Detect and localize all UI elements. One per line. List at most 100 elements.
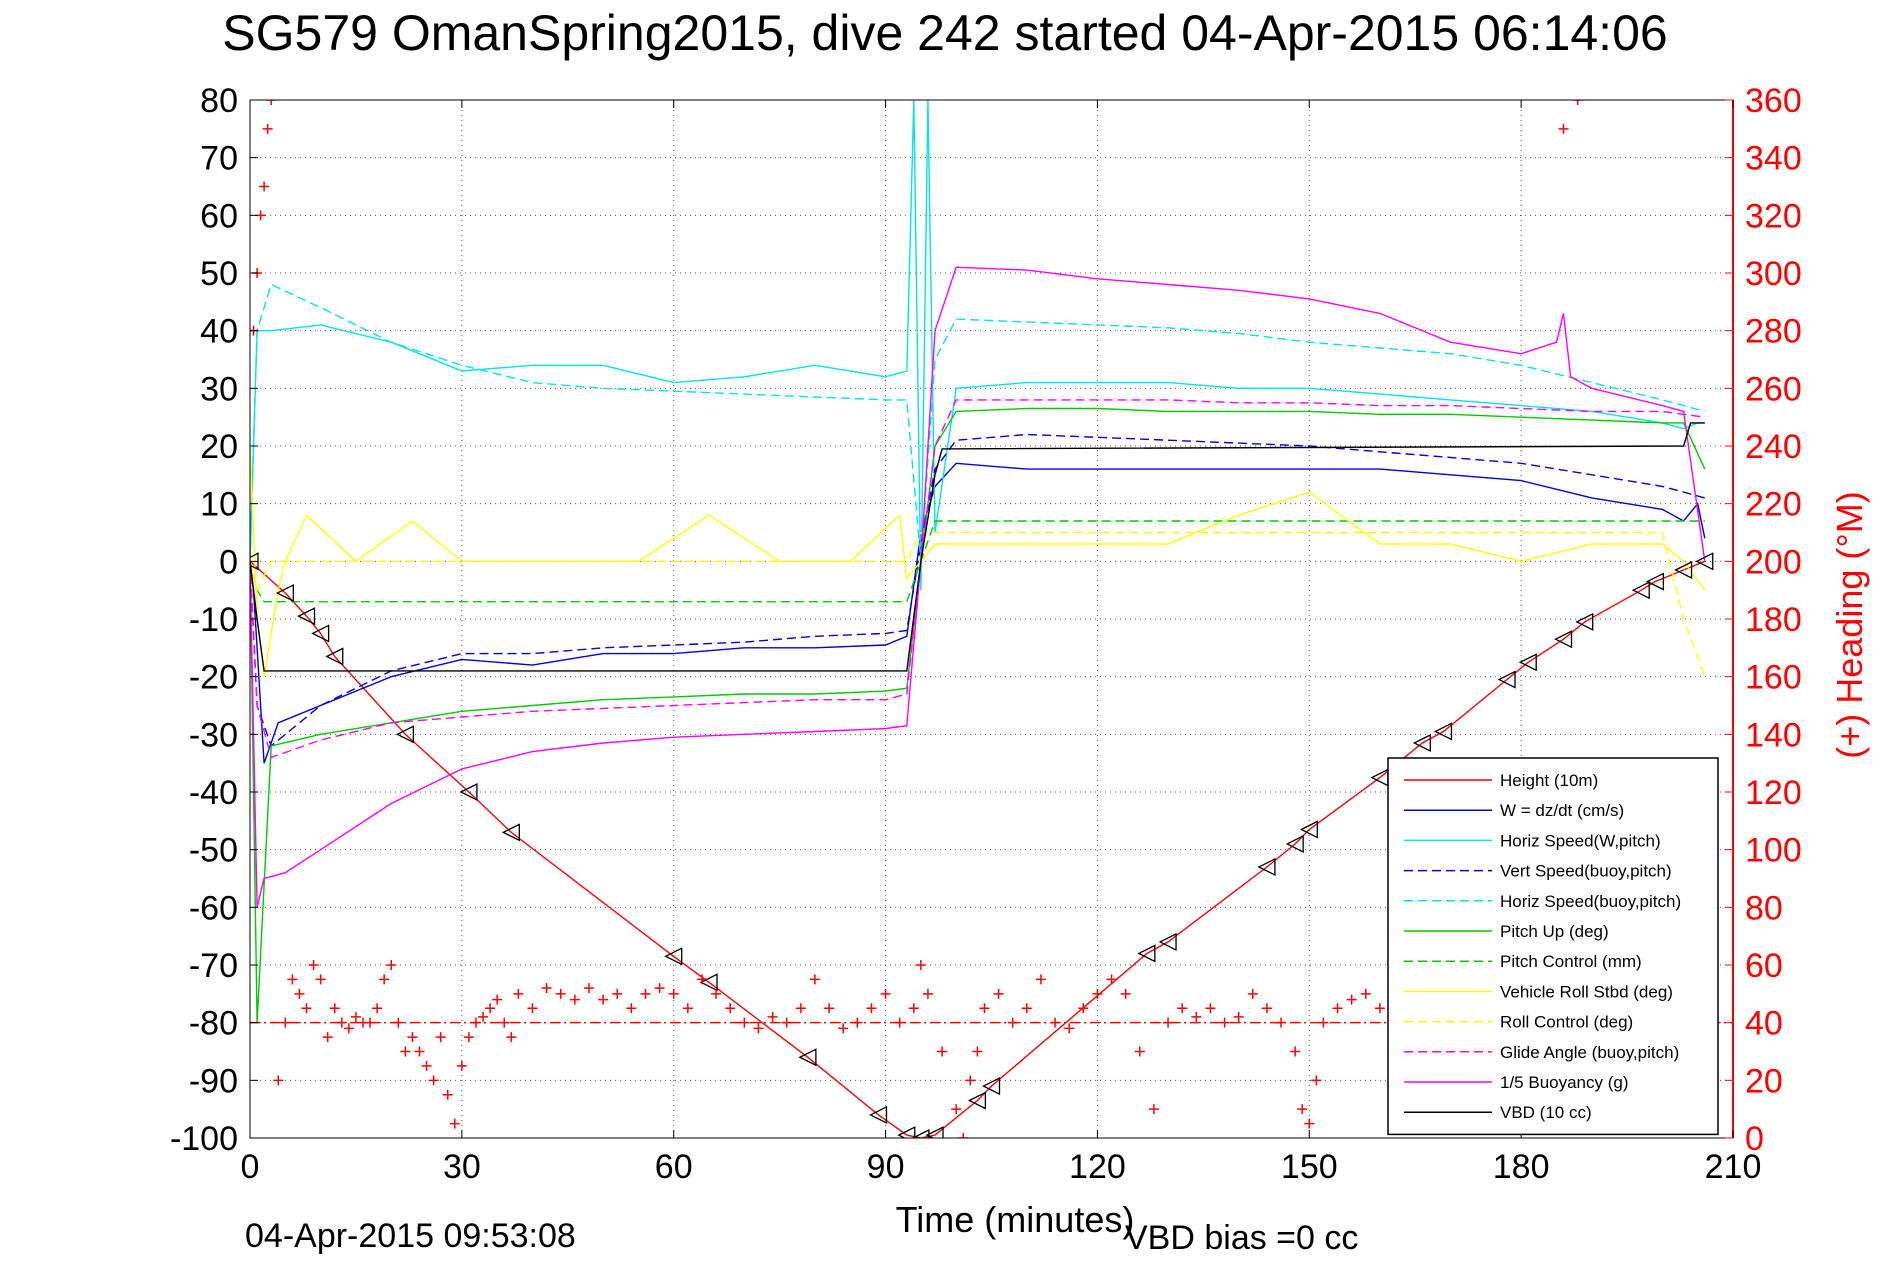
heading-point — [294, 988, 305, 999]
heading-point — [329, 1003, 340, 1014]
height-point — [1434, 722, 1453, 741]
y2-tick-label: 220 — [1745, 486, 1802, 524]
height-point — [311, 624, 330, 643]
legend-label: Height (10m) — [1500, 771, 1598, 790]
y-tick-label: 80 — [200, 82, 238, 120]
heading-point — [696, 974, 707, 985]
heading-point — [1304, 1118, 1315, 1129]
heading-point — [343, 1023, 354, 1034]
heading-point — [1007, 1017, 1018, 1028]
heading-point — [1050, 1017, 1061, 1028]
x-tick-label: 90 — [867, 1148, 905, 1186]
heading-point — [287, 974, 298, 985]
x-tick-label: 120 — [1069, 1148, 1126, 1186]
y-tick-label: 10 — [200, 486, 238, 524]
height-point — [1645, 572, 1664, 591]
heading-point — [1035, 974, 1046, 985]
y-tick-label: 20 — [200, 428, 238, 466]
x-tick-label: 0 — [241, 1148, 260, 1186]
legend-label: W = dz/dt (cm/s) — [1500, 801, 1624, 820]
heading-point — [654, 983, 665, 994]
series-line-9 — [250, 399, 1705, 759]
heading-point — [781, 1017, 792, 1028]
heading-point — [739, 1017, 750, 1028]
height-point — [1299, 820, 1318, 839]
heading-point — [1276, 1017, 1287, 1028]
y2-tick-label: 160 — [1745, 659, 1802, 697]
heading-point — [1247, 988, 1258, 999]
y2-tick-label: 280 — [1745, 313, 1802, 351]
x-axis-label: Time (minutes) — [896, 1199, 1135, 1240]
heading-point — [372, 1003, 383, 1014]
legend-label: VBD (10 cc) — [1500, 1103, 1592, 1122]
y2-tick-label: 20 — [1745, 1062, 1783, 1100]
height-point — [911, 1128, 930, 1138]
y-tick-label: -30 — [189, 716, 238, 754]
series-line-11 — [250, 422, 1705, 672]
heading-point — [513, 988, 524, 999]
heading-point — [958, 1133, 969, 1138]
heading-point — [682, 1003, 693, 1014]
heading-point — [1078, 1003, 1089, 1014]
heading-point — [626, 1003, 637, 1014]
tick-layer: 0 30 60 90 120 150 180 21080706050403020100-10-… — [170, 82, 1802, 1186]
series-line-0 — [250, 560, 1706, 1138]
height-point — [699, 973, 718, 992]
heading-point — [442, 1089, 453, 1100]
x-tick-label: 60 — [655, 1148, 693, 1186]
heading-point — [428, 1075, 439, 1086]
height-point — [1674, 560, 1693, 580]
heading-point — [880, 988, 891, 999]
y-tick-label: 30 — [200, 370, 238, 408]
height-point — [1158, 932, 1177, 951]
heading-point — [972, 1046, 983, 1057]
height-point — [297, 607, 316, 626]
heading-point — [979, 1003, 990, 1014]
height-point — [1285, 834, 1304, 853]
y2-tick-label: 60 — [1745, 947, 1783, 985]
series-line-7 — [250, 445, 1706, 677]
y2-tick-label: 100 — [1745, 832, 1802, 870]
x-tick-label: 150 — [1281, 1148, 1338, 1186]
height-point — [1497, 670, 1516, 689]
y2-tick-label: 360 — [1745, 82, 1802, 120]
y-tick-label: 60 — [200, 197, 238, 235]
heading-point — [1205, 1003, 1216, 1014]
heading-point — [379, 974, 390, 985]
heading-point — [753, 1023, 764, 1034]
y2-tick-label: 80 — [1745, 889, 1783, 927]
legend: Height (10m) W = dz/dt (cm/s) Horiz Speed(… — [1387, 757, 1719, 1136]
footer-timestamp: 04-Apr-2015 09:53:08 — [245, 1217, 576, 1255]
heading-point — [993, 988, 1004, 999]
series-line-10 — [250, 266, 1706, 908]
heading-point — [400, 1046, 411, 1057]
series-layer — [250, 100, 1733, 1138]
legend-label: Glide Angle (buoy,pitch) — [1500, 1043, 1679, 1062]
heading-point — [259, 181, 270, 192]
series-line-1 — [250, 462, 1706, 764]
height-point — [1137, 944, 1156, 963]
x-tick-label: 180 — [1493, 1148, 1550, 1186]
heading-point — [668, 988, 679, 999]
y2-tick-label: 320 — [1745, 197, 1802, 235]
height-point — [275, 583, 294, 603]
heading-point — [866, 1003, 877, 1014]
heading-point — [280, 1017, 291, 1028]
heading-point — [1572, 100, 1583, 105]
height-point — [982, 1077, 1001, 1096]
y2-tick-label: 300 — [1745, 255, 1802, 293]
series-line-8 — [250, 531, 1706, 677]
heading-point — [1290, 1046, 1301, 1057]
heading-point — [262, 123, 273, 134]
heading-point — [1311, 1075, 1322, 1086]
heading-point — [506, 1032, 517, 1043]
height-point — [967, 1091, 987, 1110]
height-point — [395, 725, 415, 744]
heading-point — [1233, 1011, 1244, 1022]
y-tick-label: -90 — [189, 1062, 238, 1100]
heading-point — [315, 974, 326, 985]
right-axis-label: (+) Heading (°M) — [1829, 491, 1870, 758]
height-point — [925, 1126, 944, 1138]
legend-label: Pitch Control (mm) — [1500, 952, 1642, 971]
